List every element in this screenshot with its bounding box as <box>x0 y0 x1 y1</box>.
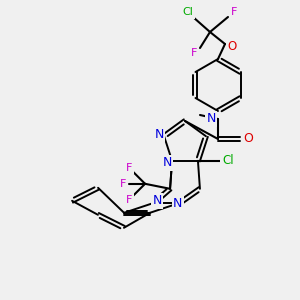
Text: N: N <box>162 156 172 169</box>
Text: O: O <box>243 133 253 146</box>
Text: N: N <box>154 128 164 141</box>
Text: Cl: Cl <box>183 7 194 17</box>
Text: N: N <box>206 112 216 125</box>
Text: F: F <box>126 163 132 173</box>
Text: N: N <box>152 194 162 207</box>
Text: Cl: Cl <box>222 154 234 167</box>
Text: O: O <box>227 40 237 52</box>
Text: F: F <box>231 7 237 17</box>
Text: N: N <box>173 197 183 210</box>
Text: F: F <box>120 179 126 189</box>
Text: F: F <box>191 48 197 58</box>
Text: F: F <box>126 195 132 205</box>
